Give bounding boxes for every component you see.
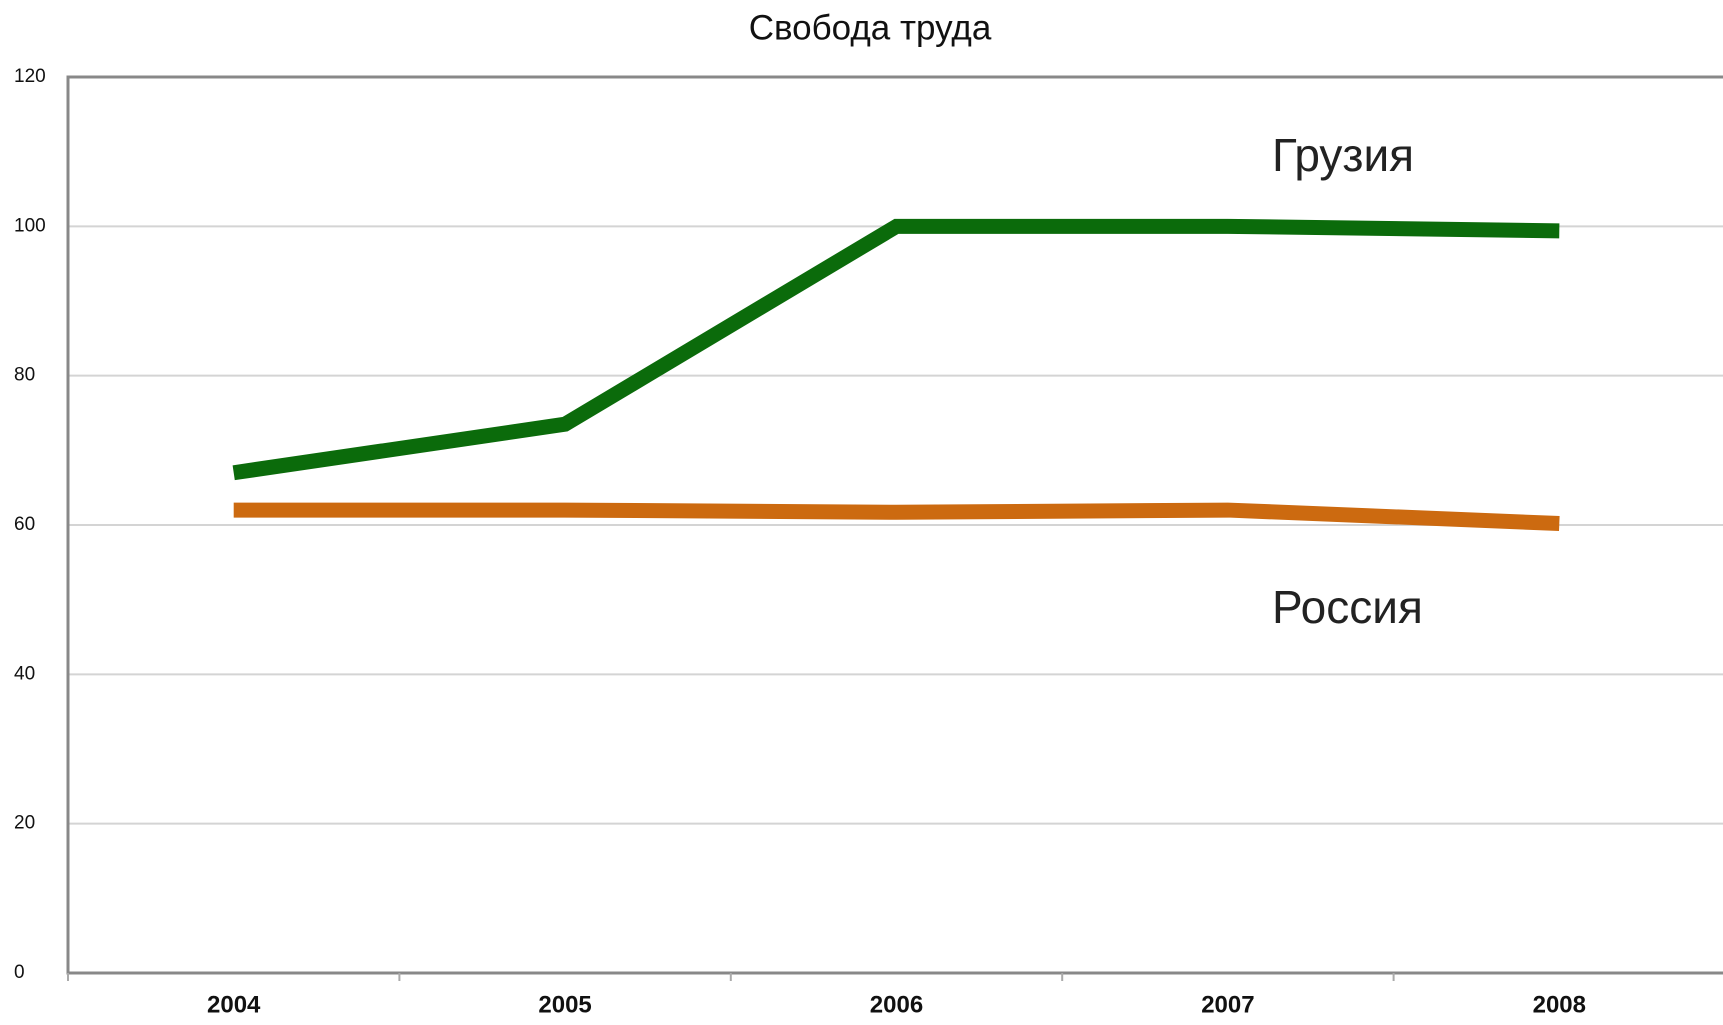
series-label: Грузия xyxy=(1272,129,1414,181)
y-tick-label: 120 xyxy=(14,66,46,87)
chart-title: Свобода труда xyxy=(749,8,992,47)
y-tick-label: 100 xyxy=(14,215,46,236)
series-label: Россия xyxy=(1272,581,1423,633)
series-line xyxy=(233,502,1560,532)
x-tick-label: 2007 xyxy=(1201,991,1254,1018)
x-tick-label: 2006 xyxy=(870,991,923,1018)
y-tick-label: 40 xyxy=(14,663,35,684)
y-tick-label: 20 xyxy=(14,813,35,834)
y-tick-label: 80 xyxy=(14,365,35,386)
y-tick-label: 60 xyxy=(14,514,35,535)
series-line xyxy=(232,218,1560,481)
x-tick-label: 2008 xyxy=(1533,991,1586,1018)
x-tick-label: 2004 xyxy=(207,991,261,1018)
plot-frame xyxy=(66,75,1723,975)
y-tick-label: 0 xyxy=(14,962,25,983)
x-tick-label: 2005 xyxy=(538,991,591,1018)
